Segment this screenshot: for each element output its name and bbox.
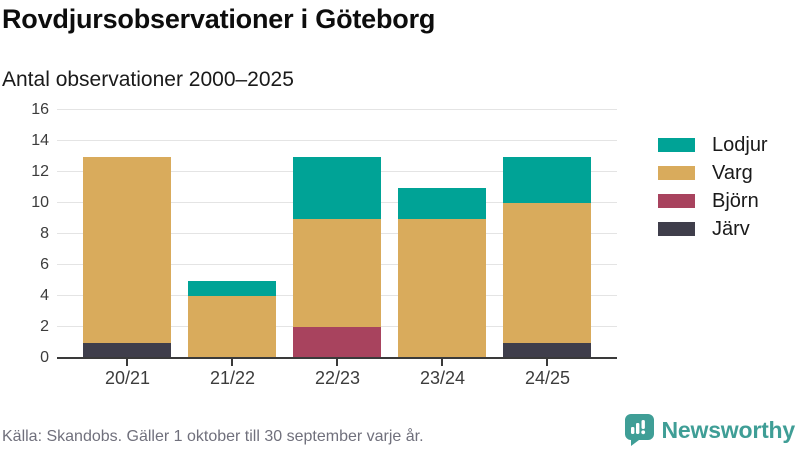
- y-tick-label-10: 10: [31, 194, 49, 211]
- bar-21-22-lodjur: [188, 280, 276, 296]
- newsworthy-wordmark: Newsworthy: [661, 416, 796, 443]
- y-tick-label-14: 14: [31, 132, 49, 149]
- legend-item-björn: Björn: [658, 187, 768, 215]
- y-tick-label-16: 16: [31, 101, 49, 118]
- newsworthy-logo: Newsworthy: [624, 414, 796, 446]
- exclamation-dot: [640, 430, 645, 435]
- y-tick-label-8: 8: [40, 225, 49, 242]
- y-tick-label-4: 4: [40, 287, 49, 304]
- bar-24-25-lodjur: [503, 156, 591, 203]
- legend-swatch-järv: [658, 222, 695, 236]
- y-tick-label-2: 2: [40, 318, 49, 335]
- y-tick-label-6: 6: [40, 256, 49, 273]
- legend-swatch-björn: [658, 194, 695, 208]
- x-tick-label-24-25: 24/25: [524, 368, 571, 388]
- y-tick-label-12: 12: [31, 163, 49, 180]
- bubble-shape: [624, 414, 654, 446]
- exclamation-stem: [641, 420, 645, 429]
- source-note: Källa: Skandobs. Gäller 1 oktober till 3…: [2, 428, 424, 445]
- legend-item-varg: Varg: [658, 159, 768, 187]
- x-tick-22-23: [336, 359, 338, 366]
- legend: Lodjur Varg Björn Järv: [658, 131, 768, 243]
- bar-21-22-varg: [188, 296, 276, 358]
- chart-subtitle: Antal observationer 2000–2025: [2, 68, 294, 91]
- legend-swatch-lodjur: [658, 138, 695, 152]
- x-tick-label-23-24: 23/24: [419, 368, 466, 388]
- chart-title: Rovdjursobservationer i Göteborg: [2, 4, 436, 34]
- plot-area: [57, 109, 617, 359]
- bar-icon-small: [630, 427, 634, 434]
- x-axis-line: [57, 357, 617, 359]
- bar-20-21-järv: [83, 342, 171, 358]
- x-tick-24-25: [546, 359, 548, 366]
- bar-24-25-varg: [503, 203, 591, 343]
- newsworthy-bubble-icon: [624, 414, 654, 446]
- bar-22-23-varg: [293, 218, 381, 327]
- legend-label-lodjur: Lodjur: [712, 133, 768, 156]
- bar-24-25-järv: [503, 342, 591, 358]
- legend-label-järv: Järv: [712, 217, 750, 240]
- legend-label-varg: Varg: [712, 161, 753, 184]
- bar-22-23-lodjur: [293, 156, 381, 219]
- gridline-y16: [57, 109, 617, 110]
- x-tick-label-22-23: 22/23: [314, 368, 361, 388]
- x-tick-23-24: [441, 359, 443, 366]
- x-tick-label-21-22: 21/22: [209, 368, 256, 388]
- y-tick-label-0: 0: [40, 349, 49, 366]
- bar-icon-tall: [635, 423, 639, 434]
- gridline-y14: [57, 140, 617, 141]
- x-tick-20-21: [126, 359, 128, 366]
- legend-item-järv: Järv: [658, 215, 768, 243]
- legend-swatch-varg: [658, 166, 695, 180]
- bar-20-21-varg: [83, 156, 171, 343]
- legend-item-lodjur: Lodjur: [658, 131, 768, 159]
- x-tick-21-22: [231, 359, 233, 366]
- legend-label-björn: Björn: [712, 189, 759, 212]
- bar-23-24-varg: [398, 218, 486, 358]
- x-tick-label-20-21: 20/21: [104, 368, 151, 388]
- bar-22-23-björn: [293, 327, 381, 358]
- bar-23-24-lodjur: [398, 187, 486, 219]
